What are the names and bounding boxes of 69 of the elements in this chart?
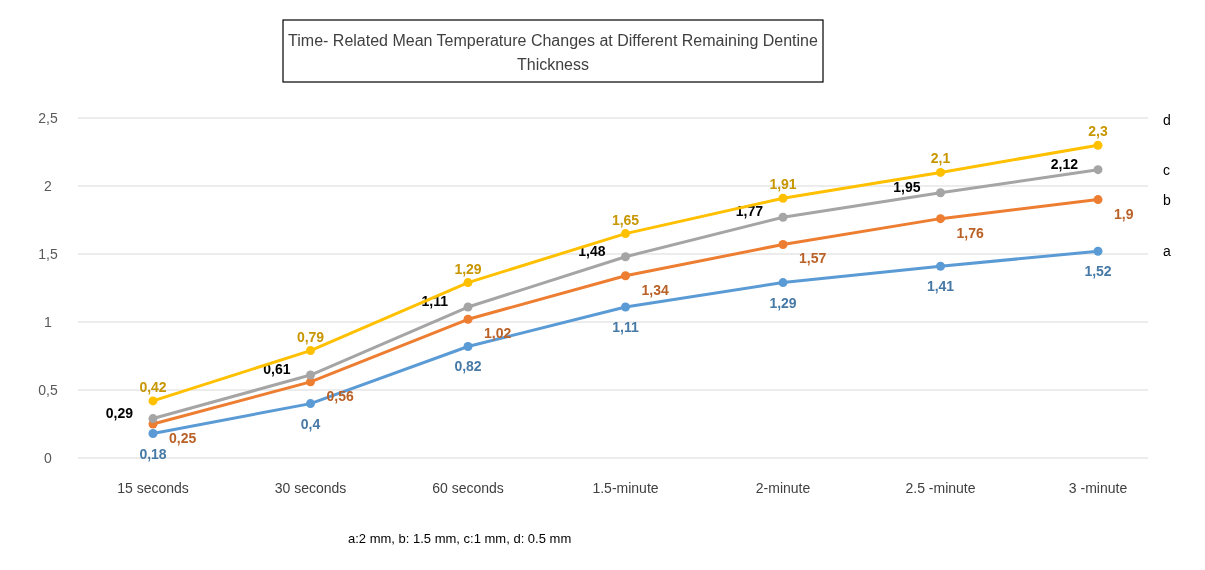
data-label: 1,52 xyxy=(1084,263,1112,280)
data-label: 1,11 xyxy=(612,319,639,336)
point xyxy=(463,314,473,324)
data-label: 1,95 xyxy=(893,178,921,195)
data-label: 1,9 xyxy=(1114,205,1134,222)
point xyxy=(621,302,630,312)
y-tick-label: 2 xyxy=(44,178,53,194)
point xyxy=(148,414,158,424)
data-label: 2,3 xyxy=(1088,123,1108,140)
point xyxy=(148,396,158,406)
data-label: 1,41 xyxy=(926,278,955,295)
x-tick-label: 3 -minute xyxy=(1068,480,1128,496)
y-tick-label: 0 xyxy=(44,450,53,466)
point xyxy=(1093,195,1103,205)
x-tick-label: 60 seconds xyxy=(432,480,504,496)
point xyxy=(306,370,315,380)
point xyxy=(778,278,788,288)
data-label: 0,25 xyxy=(169,430,197,446)
data-label: 1,65 xyxy=(611,211,640,228)
point xyxy=(936,188,945,198)
data-label: 1,34 xyxy=(641,281,669,298)
point xyxy=(778,239,788,249)
y-tick-label: 1 xyxy=(44,314,53,330)
point xyxy=(1093,140,1103,150)
point xyxy=(1093,165,1103,175)
text: a:2 mm, b: 1.5 mm, c:1 mm, d: 0.5 mm xyxy=(348,531,572,546)
data-label: 0,82 xyxy=(454,358,482,375)
y-tick-label: 0,5 xyxy=(38,382,58,398)
data-label: 2,12 xyxy=(1050,155,1079,172)
data-label: 1,57 xyxy=(799,250,827,267)
point xyxy=(306,399,315,409)
data-label: 0,42 xyxy=(139,378,167,395)
point xyxy=(306,346,315,356)
x-tick-label: 2.5 -minute xyxy=(905,480,976,496)
chart-title: Time- Related Mean Temperature Changes at Different Remaining Dentine Thickness xyxy=(288,32,818,73)
point xyxy=(463,341,473,351)
text: d xyxy=(1163,112,1171,129)
point xyxy=(778,212,788,222)
point xyxy=(936,214,945,224)
point xyxy=(621,252,630,262)
text: a xyxy=(1163,243,1171,260)
data-label: 1,29 xyxy=(454,260,482,277)
point xyxy=(621,229,630,239)
point xyxy=(936,261,945,271)
data-label: 0,79 xyxy=(296,328,325,345)
x-tick-label: 30 seconds xyxy=(274,480,347,496)
point xyxy=(463,278,473,288)
data-label: 0,56 xyxy=(326,387,354,404)
text: c xyxy=(1163,161,1170,178)
data-label: 1,76 xyxy=(956,224,984,241)
x-tick-label: 2-minute xyxy=(755,480,811,496)
data-label: 0,4 xyxy=(300,415,321,432)
point xyxy=(463,302,473,312)
point xyxy=(778,193,788,203)
x-tick-label: 1.5-minute xyxy=(592,480,659,496)
y-tick-label: 1,5 xyxy=(38,246,58,262)
x-tick-label: 15 seconds xyxy=(117,480,189,496)
point xyxy=(936,167,945,177)
text: b xyxy=(1163,191,1171,208)
y-tick-label: 2,5 xyxy=(38,110,58,126)
data-label: 1,91 xyxy=(769,176,797,193)
data-label: 0,18 xyxy=(139,445,167,462)
point xyxy=(621,271,630,281)
point xyxy=(148,429,158,439)
point xyxy=(1093,246,1103,256)
data-label: 1,02 xyxy=(484,325,512,342)
data-label: 2,1 xyxy=(930,150,951,167)
data-label: 0,29 xyxy=(105,404,134,421)
data-label: 1,29 xyxy=(769,294,797,311)
